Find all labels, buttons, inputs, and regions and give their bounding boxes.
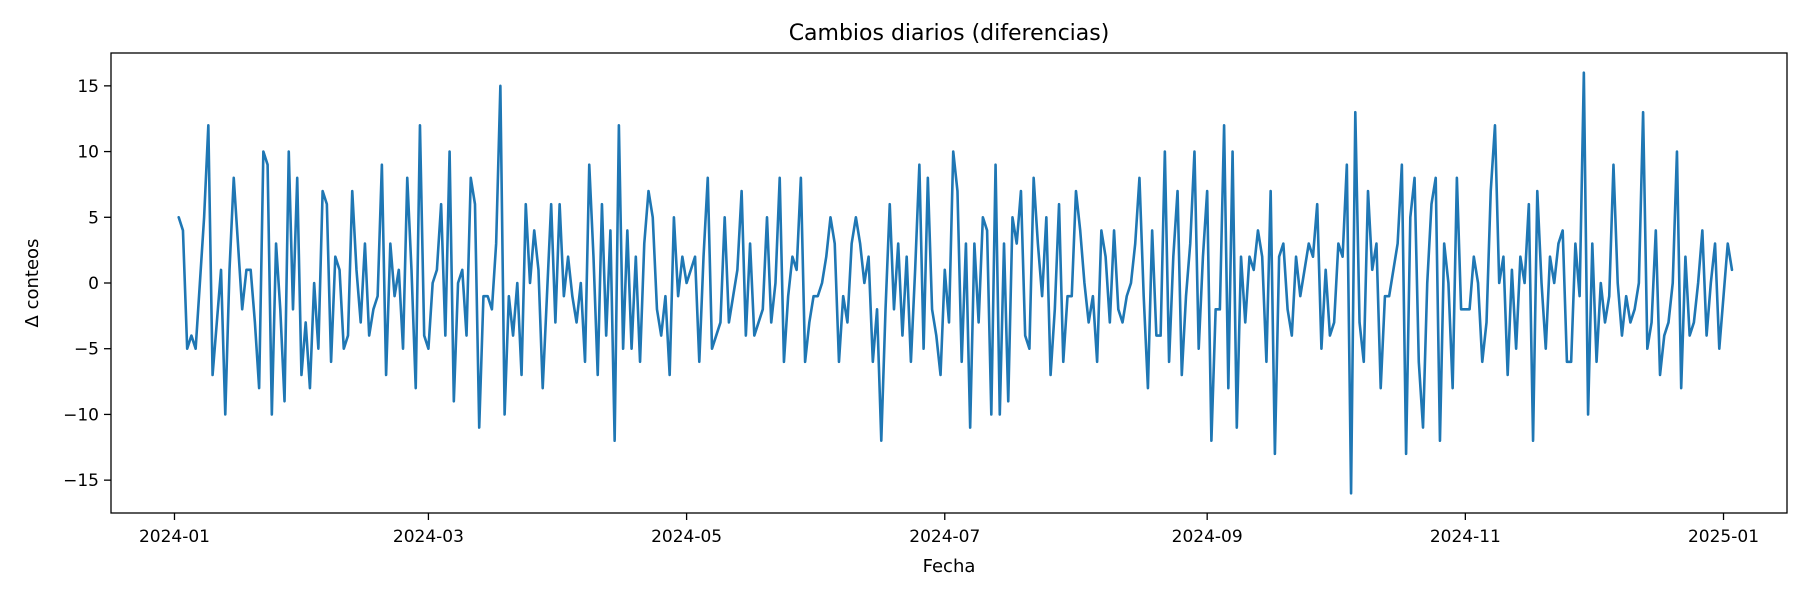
y-tick-label: 0 (88, 274, 99, 294)
chart-title: Cambios diarios (diferencias) (789, 21, 1110, 46)
x-tick-label: 2024-09 (1172, 527, 1243, 547)
series-line-0 (177, 71, 1734, 495)
x-tick-label: 2025-01 (1688, 527, 1759, 547)
x-axis-label: Fecha (923, 556, 976, 577)
x-tick-label: 2024-11 (1430, 527, 1501, 547)
y-tick-label: 10 (77, 143, 99, 163)
y-tick-label: −15 (63, 471, 99, 491)
x-tick-label: 2024-05 (651, 527, 722, 547)
x-tick-label: 2024-03 (393, 527, 464, 547)
y-axis: −15 −10 −5 0 5 10 15 (63, 77, 111, 491)
y-axis-label: Δ conteos (22, 239, 43, 328)
series-layer (177, 71, 1734, 495)
y-tick-label: 5 (88, 208, 99, 228)
x-axis: 2024-01 2024-03 2024-05 2024-07 2024-09 2024-… (139, 513, 1759, 547)
y-tick-label: −5 (74, 340, 99, 360)
y-tick-label: 15 (77, 77, 99, 97)
y-tick-label: −10 (63, 405, 99, 425)
x-tick-label: 2024-01 (139, 527, 210, 547)
x-tick-label: 2024-07 (909, 527, 980, 547)
